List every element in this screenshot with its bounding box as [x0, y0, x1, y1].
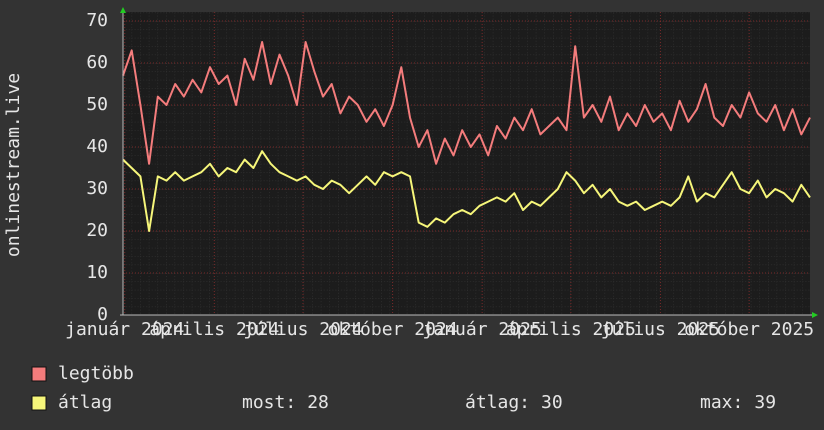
y-tick-label: 70	[86, 10, 108, 31]
lines	[122, 41, 811, 232]
y-axis-label: onlinestream.live	[3, 73, 24, 257]
x-tick-label: július 2025	[601, 319, 720, 340]
series-line	[122, 41, 811, 165]
legend: legtöbb átlag most: 28 átlag: 30 max: 39	[31, 363, 776, 413]
y-tick-label: 50	[86, 94, 108, 115]
y-tick-label: 30	[86, 178, 108, 199]
stat-value: 39	[754, 392, 776, 413]
stat-value: 30	[541, 392, 563, 413]
axis-arrow	[120, 7, 126, 13]
y-tick-label: 20	[86, 220, 108, 241]
x-tick-label: július 2024	[243, 319, 362, 340]
x-tick-label: április 2025	[506, 319, 636, 340]
x-tick-label: április 2024	[149, 319, 279, 340]
minor-grid	[123, 12, 810, 315]
x-tick-label: október 2025	[684, 319, 814, 340]
x-tick-label: október 2024	[328, 319, 458, 340]
x-tick-label: január 2024	[65, 319, 184, 340]
y-tick-label: 0	[97, 304, 108, 325]
axis-arrow	[812, 312, 818, 318]
y-tick-label: 10	[86, 262, 108, 283]
y-tick-label: 60	[86, 52, 108, 73]
stat-value: 28	[307, 392, 329, 413]
series-line	[122, 150, 811, 232]
stat-label: most:	[242, 392, 296, 413]
legend-label: legtöbb	[58, 363, 134, 384]
legend-swatch	[31, 366, 47, 382]
legend-swatch	[31, 395, 47, 411]
stat-label: átlag:	[465, 392, 530, 413]
y-tick-label: 40	[86, 136, 108, 157]
stat-label: max:	[700, 392, 743, 413]
x-tick-label: január 2025	[423, 319, 542, 340]
legend-label: átlag	[58, 392, 112, 413]
